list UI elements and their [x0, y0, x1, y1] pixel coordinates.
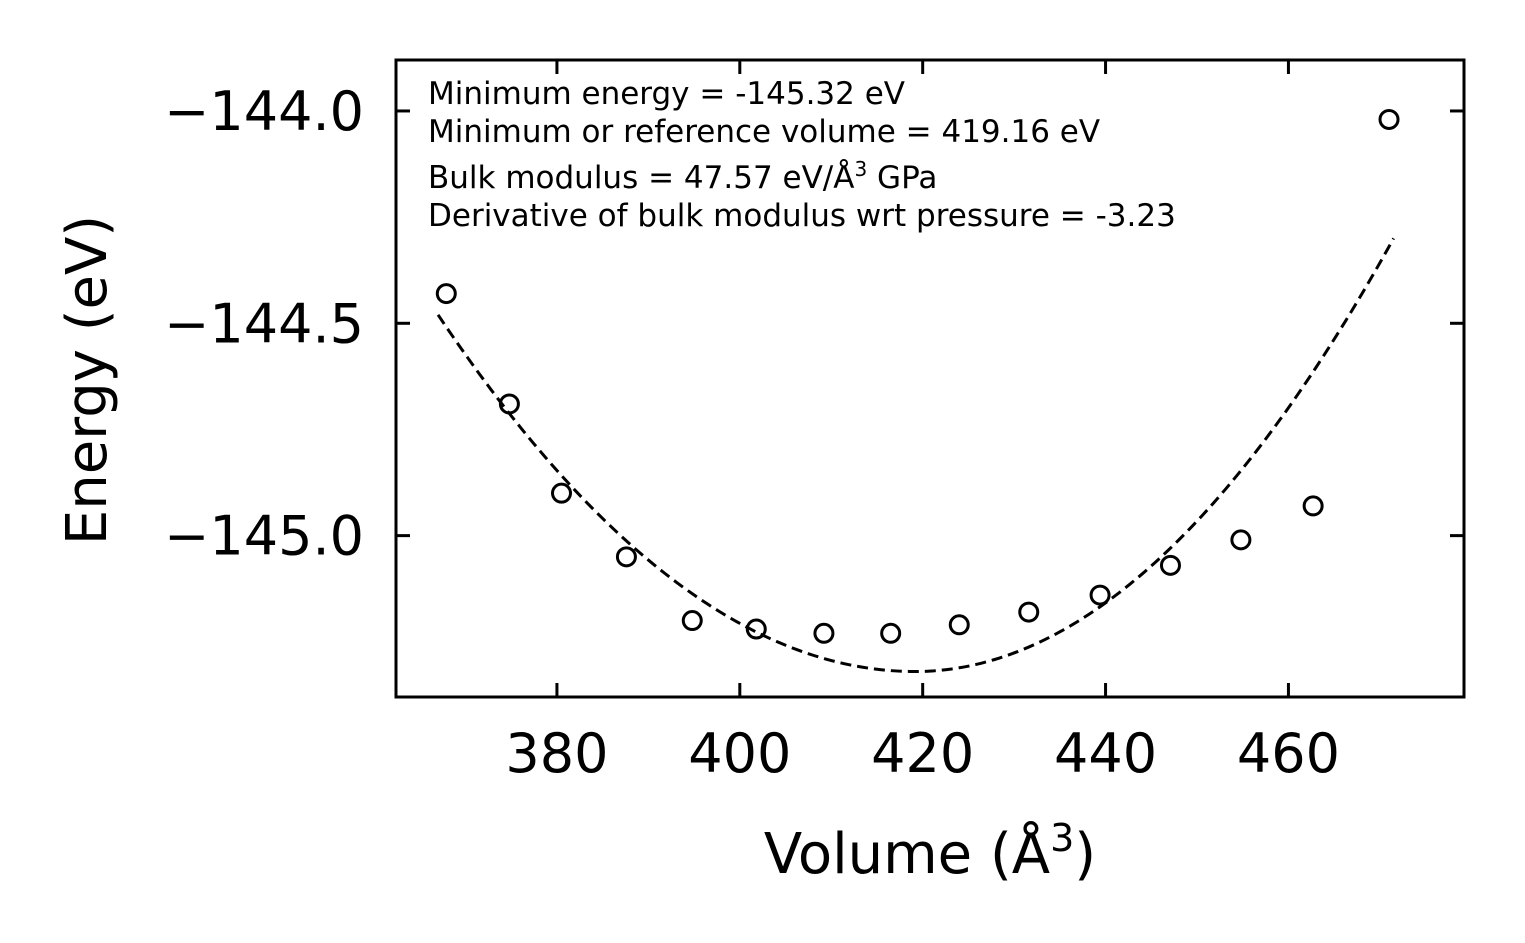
y-axis-label: Energy (eV) [55, 215, 120, 545]
plot-frame [394, 58, 1466, 699]
data-point [948, 614, 970, 636]
data-point [745, 618, 767, 640]
data-point [551, 482, 572, 504]
annotation-min-energy: Minimum energy = -145.32 eV [428, 76, 905, 112]
x-tick-label: 380 [505, 722, 608, 785]
data-point [1159, 554, 1181, 576]
y-tick-label: −145.0 [164, 505, 364, 568]
data-point [1089, 584, 1111, 606]
data-point [681, 610, 703, 632]
x-axis-label-close: ) [1074, 822, 1096, 887]
x-axis-label-superscript: 3 [1050, 816, 1074, 860]
data-point [435, 283, 457, 305]
fit-curve [436, 237, 1395, 674]
bulk-modulus-superscript: 3 [854, 157, 867, 181]
x-axis-label-text: Volume (Å [764, 821, 1050, 887]
annotation-min-volume: Minimum or reference volume = 419.16 eV [428, 114, 1100, 150]
bulk-modulus-unit: GPa [867, 160, 937, 196]
data-point [1018, 601, 1040, 623]
data-point [880, 622, 902, 644]
data-point [813, 622, 835, 644]
data-point [1302, 495, 1324, 517]
x-tick-label: 400 [688, 722, 791, 785]
x-axis-label: Volume (Å3) [764, 816, 1096, 887]
data-point [615, 546, 637, 568]
y-tick-label: −144.5 [164, 292, 364, 355]
x-tick-label: 440 [1054, 722, 1157, 785]
y-tick-label: −144.0 [164, 80, 364, 143]
ticks: 380 400 420 440 460 −144.0 −144.5 −145.0 [164, 60, 1464, 785]
data-point [1230, 529, 1252, 551]
annotation-bulk-derivative: Derivative of bulk modulus wrt pressure … [428, 198, 1176, 234]
x-tick-label: 420 [871, 722, 974, 785]
annotation-bulk-modulus: Bulk modulus = 47.57 eV/Å3 GPa [428, 157, 937, 196]
x-tick-label: 460 [1237, 722, 1340, 785]
plot-marks [435, 108, 1400, 674]
bulk-modulus-text: Bulk modulus = 47.57 eV/Å [428, 160, 854, 196]
data-point [498, 393, 520, 415]
data-point [1378, 108, 1400, 130]
